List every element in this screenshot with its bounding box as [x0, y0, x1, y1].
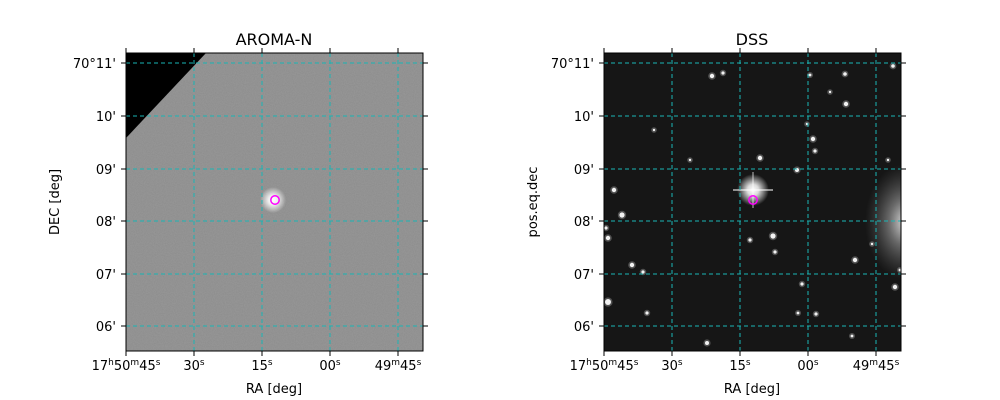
x-tick-label: 00s — [797, 358, 819, 374]
panel-title: DSS — [736, 30, 769, 49]
bright-source — [260, 187, 286, 213]
star — [808, 73, 812, 77]
star — [852, 257, 858, 263]
star — [814, 312, 818, 316]
star — [757, 155, 763, 161]
axes-frame — [603, 52, 902, 352]
star — [709, 73, 715, 79]
y-tick-label: 10' — [96, 110, 116, 125]
star — [629, 262, 635, 268]
y-axis-label: pos.eq.dec — [526, 167, 541, 238]
galaxy-glow — [865, 164, 901, 280]
star — [796, 311, 800, 315]
bright-star — [733, 172, 773, 208]
panel-aroma: AROMA-N 70°11' 10' 09' 08' 07' 06' 17h50… — [48, 30, 428, 397]
star — [810, 136, 816, 142]
star — [645, 311, 649, 315]
star — [748, 238, 752, 242]
x-tick-label: 30s — [661, 358, 683, 374]
y-tick-label: 70°11' — [551, 57, 594, 72]
y-tick-label: 07' — [574, 268, 594, 283]
x-tick-label: 15s — [251, 358, 273, 374]
y-tick-label: 08' — [96, 215, 116, 230]
y-axis-label: DEC [deg] — [48, 169, 63, 235]
coordinate-grid — [604, 53, 901, 351]
x-tick-label: 15s — [729, 358, 751, 374]
star — [652, 128, 656, 132]
y-tick-label: 10' — [574, 110, 594, 125]
star — [604, 226, 608, 230]
star — [641, 270, 645, 274]
star — [892, 284, 898, 290]
image-dss — [604, 53, 901, 351]
x-tick-label: 17h50m45s — [92, 358, 161, 374]
x-tick-label: 30s — [183, 358, 205, 374]
star — [813, 149, 817, 153]
star — [850, 334, 854, 338]
target-marker — [748, 195, 758, 205]
y-tick-label: 70°11' — [73, 57, 116, 72]
panel-title: AROMA-N — [236, 30, 313, 49]
y-tick-label: 08' — [574, 215, 594, 230]
y-tick-label: 06' — [96, 320, 116, 335]
coordinate-grid — [126, 53, 423, 351]
x-tick-label: 49m45s — [375, 358, 422, 374]
axes-frame — [125, 52, 424, 352]
x-tick-label: 49m45s — [853, 358, 900, 374]
star — [605, 235, 611, 241]
star — [800, 282, 804, 286]
y-tick-label: 09' — [96, 163, 116, 178]
masked-region — [126, 53, 206, 138]
star — [705, 341, 709, 345]
star — [773, 250, 777, 254]
star — [891, 64, 895, 68]
star — [770, 233, 776, 239]
target-marker — [270, 195, 280, 205]
star — [898, 268, 901, 272]
star — [843, 101, 849, 107]
image-aroma — [126, 53, 423, 351]
axis-ticks — [121, 48, 428, 356]
star — [688, 158, 692, 162]
axis-ticks — [599, 48, 906, 356]
star — [828, 90, 832, 94]
star — [843, 72, 847, 76]
star — [611, 187, 617, 193]
x-axis-label: RA [deg] — [724, 382, 780, 397]
panel-dss: DSS 70°11' 10' 09' 08' 07' 06' 17h50m45s… — [526, 30, 906, 397]
x-axis-label: RA [deg] — [246, 382, 302, 397]
star — [886, 158, 890, 162]
y-tick-label: 06' — [574, 320, 594, 335]
x-tick-label: 17h50m45s — [570, 358, 639, 374]
star — [619, 212, 625, 218]
star — [870, 242, 874, 246]
star-field — [604, 62, 901, 347]
star — [605, 299, 611, 305]
x-tick-label: 00s — [319, 358, 341, 374]
y-tick-label: 07' — [96, 268, 116, 283]
y-tick-label: 09' — [574, 163, 594, 178]
star — [721, 71, 725, 75]
